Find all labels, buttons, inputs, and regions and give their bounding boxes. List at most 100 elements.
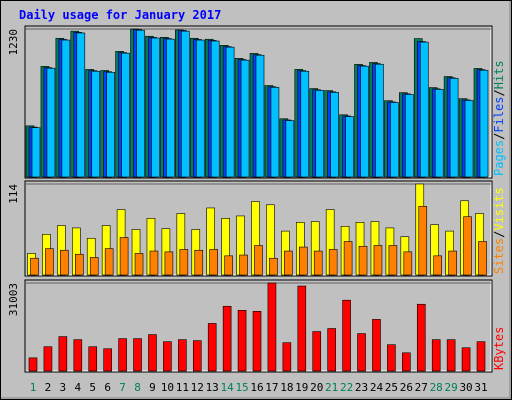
bar <box>28 357 38 372</box>
bar <box>194 249 204 276</box>
bar <box>372 319 381 372</box>
bar <box>312 331 322 372</box>
bar <box>31 127 41 178</box>
bar <box>328 249 338 276</box>
bar <box>403 251 413 276</box>
y-tick-label: 114 <box>7 184 20 204</box>
bar <box>327 328 336 372</box>
bar <box>255 54 265 178</box>
bar <box>315 90 325 178</box>
bar <box>267 282 277 372</box>
bar <box>75 253 84 276</box>
bar <box>463 216 472 276</box>
bar <box>149 250 159 276</box>
legend-entry: Files <box>492 97 506 133</box>
legend: KBytes <box>492 327 506 370</box>
bar <box>343 241 353 276</box>
bar <box>89 257 99 276</box>
bar <box>300 70 310 178</box>
bar <box>269 257 278 276</box>
bar <box>118 338 127 372</box>
bar <box>192 340 202 372</box>
bar <box>60 249 69 276</box>
x-tick-label: 30 <box>459 381 472 394</box>
bar <box>478 241 487 276</box>
bar <box>373 245 383 276</box>
x-tick-label: 21 <box>325 381 338 394</box>
bar <box>46 67 56 178</box>
x-tick-label: 27 <box>415 381 428 394</box>
bar <box>178 339 187 372</box>
bar <box>30 257 39 276</box>
bar <box>45 248 54 276</box>
bar <box>330 92 339 178</box>
bar <box>297 285 307 372</box>
bar <box>461 347 471 372</box>
bar <box>313 250 323 276</box>
x-tick-label: 28 <box>430 381 443 394</box>
x-tick-label: 23 <box>355 381 368 394</box>
legend: Pages/Files/Hits <box>492 60 506 176</box>
bar <box>390 102 399 178</box>
bar <box>252 311 262 372</box>
chart-title: Daily usage for January 2017 <box>19 8 221 22</box>
bar <box>254 245 263 276</box>
bar <box>357 333 366 372</box>
x-tick-label: 18 <box>280 381 293 394</box>
bar <box>449 78 459 178</box>
bar <box>181 30 190 178</box>
bar <box>375 63 384 178</box>
bar <box>360 65 369 178</box>
legend-separator: / <box>492 133 506 140</box>
bar <box>476 341 486 372</box>
bar <box>222 305 232 372</box>
x-tick-label: 1 <box>30 381 37 394</box>
bar <box>104 248 114 276</box>
x-tick-label: 19 <box>295 381 308 394</box>
legend-entry: Visits <box>492 187 506 230</box>
bar <box>431 339 441 372</box>
bar <box>163 341 172 372</box>
bar <box>103 348 112 372</box>
bar <box>91 70 101 178</box>
bar <box>419 41 429 178</box>
bar <box>106 72 115 178</box>
x-tick-label: 16 <box>250 381 263 394</box>
bar <box>433 255 443 276</box>
x-tick-label: 10 <box>161 381 174 394</box>
x-tick-label: 6 <box>104 381 111 394</box>
bar <box>179 249 189 276</box>
x-tick-label: 12 <box>191 381 204 394</box>
bar <box>416 303 426 372</box>
x-tick-label: 17 <box>265 381 278 394</box>
bar <box>402 352 411 372</box>
x-tick-label: 2 <box>45 381 52 394</box>
x-tick-label: 8 <box>134 381 141 394</box>
bar <box>479 69 489 178</box>
bar <box>282 342 292 372</box>
bar <box>224 255 233 276</box>
bar <box>240 59 250 178</box>
bar <box>284 250 293 276</box>
legend-separator: / <box>492 89 506 96</box>
x-tick-label: 3 <box>60 381 67 394</box>
bar <box>43 346 53 372</box>
legend-entry: Pages <box>492 140 506 176</box>
bar <box>134 253 144 276</box>
bar <box>88 346 98 372</box>
x-tick-label: 7 <box>119 381 126 394</box>
legend-entry: KBytes <box>492 327 506 370</box>
bar <box>345 116 354 178</box>
x-tick-label: 13 <box>206 381 219 394</box>
bar <box>166 38 175 178</box>
bar <box>342 299 351 372</box>
bar <box>358 245 368 276</box>
x-tick-label: 24 <box>370 381 384 394</box>
legend-entry: Hits <box>492 60 506 89</box>
bar <box>151 37 160 178</box>
x-tick-label: 5 <box>89 381 96 394</box>
legend-separator: / <box>492 231 506 238</box>
bar <box>448 250 457 276</box>
bar <box>405 94 414 178</box>
